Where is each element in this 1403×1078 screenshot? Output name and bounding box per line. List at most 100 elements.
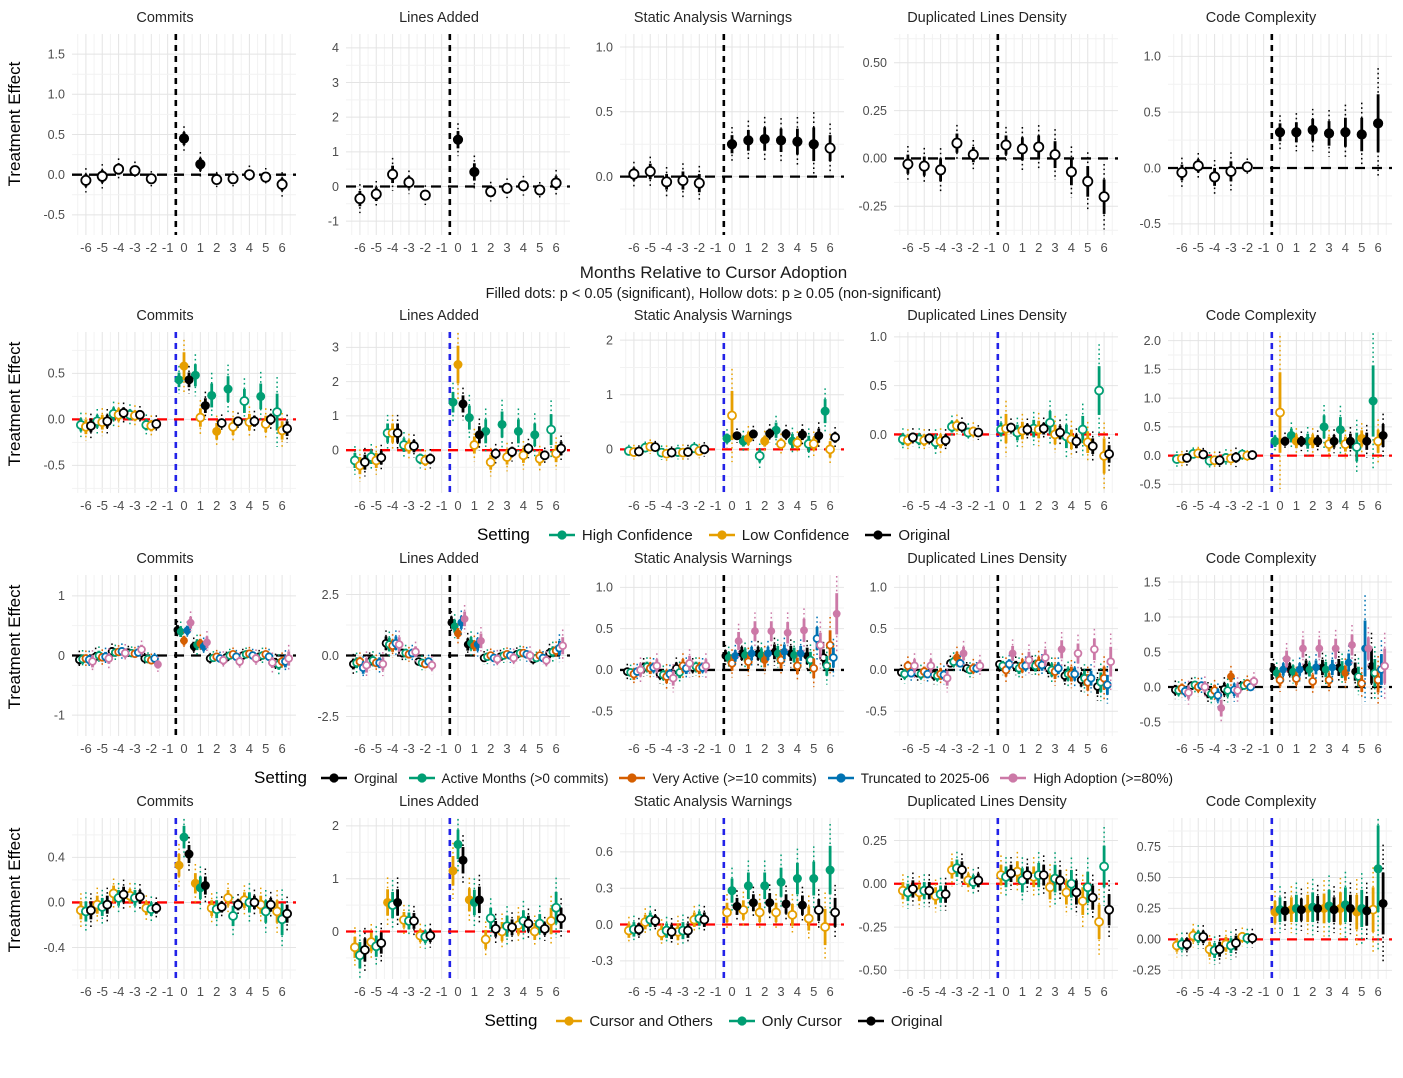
hollow-point [354,193,366,205]
hollow-point [411,647,420,657]
svg-text:1: 1 [1293,984,1300,999]
svg-text:-5: -5 [370,984,382,999]
svg-text:-1: -1 [1258,741,1270,756]
svg-text:-3: -3 [677,240,689,255]
svg-text:-6: -6 [902,984,914,999]
filled-point [497,419,507,429]
hollow-point [1087,892,1098,903]
hollow-point [284,654,294,663]
svg-text:0: 0 [180,498,187,513]
hollow-point [1176,166,1188,178]
hollow-point [677,175,689,187]
svg-text:0.25: 0.25 [863,104,887,118]
chart-canvas: -101-6 -5 -4 -3 -2 -1 0 1 2 3 4 5 6 [54,575,296,756]
filled-point [1282,655,1291,663]
hollow-point [1357,679,1367,688]
hollow-point [1065,166,1077,178]
hollow-point [525,651,535,660]
filled-point [820,406,830,416]
svg-text:5: 5 [536,984,543,999]
filled-point [800,626,808,635]
chart-canvas: -0.5 0.0 0.5 1.0 1.5 -6 -5 -4 -3 -2 -1 0 1 2 3 4 5 6 [43,34,296,255]
svg-text:-5: -5 [918,741,930,756]
hollow-point [808,438,819,449]
svg-text:2: 2 [761,498,768,513]
svg-text:-3: -3 [1225,984,1237,999]
svg-text:3: 3 [777,240,784,255]
svg-text:-5: -5 [644,984,656,999]
svg-text:-1: -1 [162,741,174,756]
svg-text:3: 3 [1051,984,1058,999]
svg-text:2: 2 [606,333,613,347]
hollow-point [359,945,370,955]
hollow-point [701,661,711,671]
svg-text:-5: -5 [918,984,930,999]
filled-point [1329,905,1339,915]
svg-text:3: 3 [1051,498,1058,513]
svg-text:0.0: 0.0 [48,413,65,427]
filled-point [203,638,211,647]
hollow-point [362,660,371,670]
chart-canvas: -0.4 0.0 0.4 -6 -5 -4 -3 -2 -1 0 1 2 3 4 5 6 [43,818,296,999]
y-axis-title-text: Treatment Effect [5,584,24,710]
svg-text:0.00: 0.00 [1137,933,1161,947]
svg-text:-2: -2 [694,498,706,513]
svg-text:-3: -3 [677,741,689,756]
svg-text:-5: -5 [96,984,108,999]
legend-item-high-adoption-80-: High Adoption (>=80%) [998,770,1173,786]
svg-text:-0.5: -0.5 [1139,217,1161,231]
svg-text:1: 1 [1019,498,1026,513]
filled-point [732,901,742,911]
svg-text:6: 6 [278,240,285,255]
svg-text:-1: -1 [162,984,174,999]
legend-item-label: Cursor and Others [589,1012,713,1030]
svg-text:2: 2 [213,984,220,999]
hollow-point [951,137,963,149]
svg-text:3: 3 [1325,498,1332,513]
svg-text:4: 4 [246,498,253,513]
hollow-point [955,659,965,668]
svg-text:1.0: 1.0 [870,330,887,344]
svg-text:-6: -6 [628,984,640,999]
svg-text:-1: -1 [436,240,448,255]
hollow-point [813,905,824,915]
panel-title: Code Complexity [1205,10,1317,26]
svg-text:-1: -1 [710,240,722,255]
figure: Treatment Effect Commits -0.5 0.0 0.5 1.0 1.5… [5,10,1392,1030]
svg-text:0.6: 0.6 [596,845,613,859]
legend-key-icon [556,1016,583,1026]
hollow-point [1106,657,1116,666]
hollow-point [1071,887,1082,898]
legend-item-label: Active Months (>0 commits) [441,770,609,786]
svg-text:0: 0 [332,925,339,939]
svg-text:5: 5 [262,498,269,513]
svg-text:-4: -4 [387,498,399,513]
svg-text:2: 2 [332,819,339,833]
hollow-point [485,913,496,924]
filled-point [1378,431,1388,440]
hollow-point [359,457,370,468]
filled-point [781,899,791,909]
hollow-point [666,926,677,937]
hollow-point [1198,449,1209,460]
svg-text:-3: -3 [1225,741,1237,756]
svg-text:-5: -5 [918,240,930,255]
hollow-point [118,889,129,900]
svg-text:-2: -2 [1242,498,1254,513]
svg-text:-1: -1 [1258,498,1270,513]
hollow-point [260,906,271,917]
svg-text:1: 1 [332,872,339,886]
panel-lines-added: Lines Added -2.5 0.0 2.5 -6 -5 -4 -3 -2 -1 0 1 2 3 4 5 6 [302,549,576,766]
filled-point [179,361,189,371]
svg-text:0.5: 0.5 [48,128,65,142]
svg-text:0: 0 [1002,498,1009,513]
svg-text:-1: -1 [328,214,339,228]
svg-text:0.0: 0.0 [596,170,613,184]
hollow-point [523,918,534,929]
hollow-point [907,884,918,894]
legend-item-label: Orginal [353,770,398,786]
svg-text:-0.5: -0.5 [865,705,887,719]
svg-text:1.0: 1.0 [1144,50,1161,64]
filled-point [1217,704,1226,712]
svg-text:2: 2 [487,498,494,513]
